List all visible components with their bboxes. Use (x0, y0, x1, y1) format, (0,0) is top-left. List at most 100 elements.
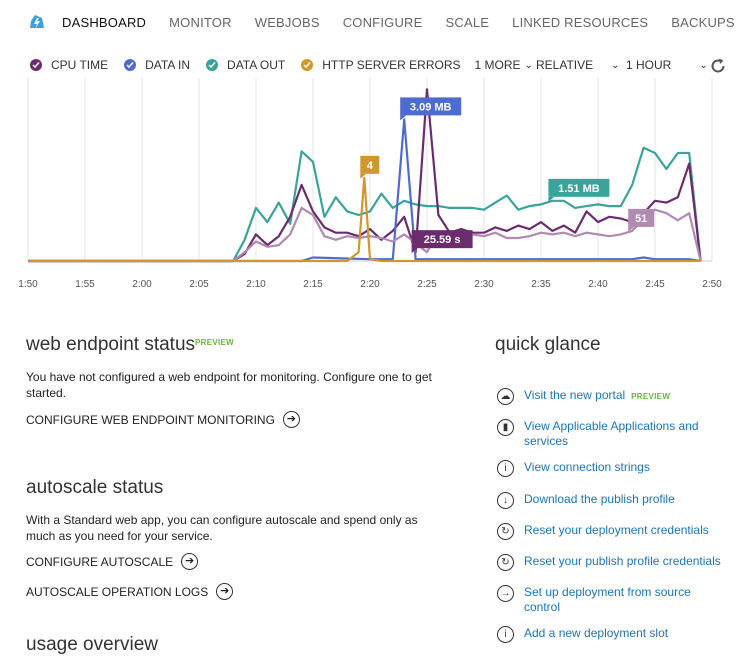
chevron-down-icon: ⌄ (699, 59, 708, 71)
quick-glance-item[interactable]: i Add a new deployment slot (497, 626, 668, 643)
configure-autoscale-label: CONFIGURE AUTOSCALE (26, 554, 174, 569)
autoscale-description: With a Standard web app, you can configu… (26, 513, 418, 543)
bag-icon: ▮ (497, 419, 514, 436)
metrics-chart: 1:50 1:55 2:00 2:05 2:10 2:15 2:20 2:25 2:30 2:35… (18, 78, 722, 290)
x-tick-label: 2:15 (303, 279, 323, 290)
usage-overview-heading: usage overview (26, 634, 159, 655)
configure-endpoint-link[interactable]: CONFIGURE WEB ENDPOINT MONITORING ➔ (26, 411, 300, 428)
callout-pointer (400, 115, 407, 121)
series-line-cpu-time (28, 88, 702, 263)
quick-glance-item[interactable]: ☁ Visit the new portal PREVIEW (497, 388, 670, 405)
legend-data-out[interactable]: DATA OUT (206, 58, 285, 72)
download-publish-profile-link[interactable]: Download the publish profile (524, 492, 675, 506)
quick-glance-item[interactable]: ▮ View Applicable Applications and servi… (497, 419, 727, 449)
preview-badge: PREVIEW (195, 338, 234, 347)
series-line-data-out (28, 146, 702, 263)
preview-badge: PREVIEW (631, 392, 671, 401)
series-line-http-server-errors (28, 176, 701, 263)
legend-http-server-errors[interactable]: HTTP SERVER ERRORS (301, 58, 461, 72)
x-tick-label: 2:10 (246, 279, 266, 290)
add-deployment-slot-link[interactable]: Add a new deployment slot (524, 626, 669, 640)
callout-box (411, 230, 473, 249)
quick-glance-heading: quick glance (495, 334, 601, 355)
callout-pointer (411, 248, 418, 254)
refresh-icon[interactable] (709, 57, 727, 75)
series-line-cpu-time-scaled- (28, 206, 702, 263)
legend-cpu-time[interactable]: CPU TIME (30, 58, 108, 72)
tab-webjobs[interactable]: WEBJOBS (254, 15, 320, 30)
tab-monitor[interactable]: MONITOR (169, 15, 232, 30)
legend-label: HTTP SERVER ERRORS (322, 58, 461, 72)
x-tick-label: 1:50 (18, 279, 38, 290)
chevron-down-icon: ⌄ (524, 59, 533, 71)
reset-icon: ↻ (497, 554, 514, 571)
time-range-dropdown[interactable]: 1 HOUR ⌄ (626, 58, 708, 72)
arrow-right-icon: → (497, 585, 514, 602)
arrow-right-icon: ➔ (282, 411, 300, 428)
azure-websites-logo-icon (30, 15, 44, 29)
checkmark-icon (206, 59, 219, 71)
relative-dropdown[interactable]: RELATIVE ⌄ (536, 58, 620, 72)
callout-label: 51 (635, 213, 647, 225)
chart-legend: CPU TIME DATA IN DATA OUT HTTP SERVER ER… (30, 58, 533, 72)
quick-glance-item[interactable]: ↻ Reset your deployment credentials (497, 523, 709, 540)
endpoint-description: You have not configured a web endpoint f… (26, 370, 432, 400)
legend-label: DATA IN (145, 58, 191, 72)
x-tick-label: 2:35 (531, 279, 551, 290)
callout-pointer (548, 196, 555, 202)
x-tick-label: 1:55 (75, 279, 95, 290)
download-icon: ↓ (497, 492, 514, 509)
view-connection-strings-link[interactable]: View connection strings (524, 460, 650, 474)
callout-pointer (628, 226, 635, 232)
tab-scale[interactable]: SCALE (445, 15, 490, 30)
callout-label: 1.51 MB (558, 183, 600, 195)
configure-autoscale-link[interactable]: CONFIGURE AUTOSCALE ➔ (26, 553, 199, 570)
tab-linked-resources[interactable]: LINKED RESOURCES (512, 15, 649, 30)
tab-dashboard[interactable]: DASHBOARD (62, 15, 147, 30)
checkmark-icon (301, 59, 314, 71)
more-label: 1 MORE (474, 58, 521, 72)
x-tick-label: 2:45 (645, 279, 665, 290)
cloud-icon: ☁ (497, 388, 514, 405)
reset-icon: ↻ (497, 523, 514, 540)
top-nav: DASHBOARD MONITOR WEBJOBS CONFIGURE SCAL… (62, 15, 745, 33)
setup-deployment-source-control-link[interactable]: Set up deployment from source control (524, 585, 691, 614)
callout-label: 3.09 MB (410, 101, 452, 113)
relative-label: RELATIVE (536, 58, 594, 72)
quick-glance-item[interactable]: → Set up deployment from source control (497, 585, 717, 615)
configure-endpoint-label: CONFIGURE WEB ENDPOINT MONITORING (26, 412, 275, 427)
legend-label: CPU TIME (51, 58, 109, 72)
visit-new-portal-link[interactable]: Visit the new portal (524, 388, 626, 402)
x-tick-label: 2:05 (189, 279, 209, 290)
reset-publish-profile-credentials-link[interactable]: Reset your publish profile credentials (524, 554, 721, 568)
quick-glance-item[interactable]: ↓ Download the publish profile (497, 492, 675, 509)
more-metrics-dropdown[interactable]: 1 MORE ⌄ (475, 58, 533, 72)
callout-pointer (360, 173, 367, 179)
time-range-label: 1 HOUR (626, 58, 672, 72)
x-tick-label: 2:40 (588, 279, 608, 290)
view-applicable-applications-link[interactable]: View Applicable Applications and service… (524, 419, 699, 448)
callout-box (628, 208, 655, 227)
reset-deployment-credentials-link[interactable]: Reset your deployment credentials (524, 523, 709, 537)
legend-data-in[interactable]: DATA IN (124, 58, 190, 72)
callout-box (400, 97, 462, 116)
x-tick-label: 2:50 (702, 279, 722, 290)
quick-glance-item[interactable]: i View connection strings (497, 460, 650, 477)
autoscale-operation-logs-link[interactable]: AUTOSCALE OPERATION LOGS ➔ (26, 583, 234, 600)
quick-glance-item[interactable]: ↻ Reset your publish profile credentials (497, 554, 721, 571)
x-tick-label: 2:30 (474, 279, 494, 290)
x-tick-label: 2:20 (360, 279, 380, 290)
arrow-right-icon: ➔ (216, 583, 234, 600)
arrow-right-icon: ➔ (181, 553, 199, 570)
callout-label: 4 (367, 160, 374, 172)
web-endpoint-status-heading: web endpoint status (26, 334, 196, 355)
info-icon: i (497, 626, 514, 643)
callout-box (360, 155, 380, 174)
checkmark-icon (124, 59, 137, 71)
tab-backups[interactable]: BACKUPS (671, 15, 735, 30)
legend-label: DATA OUT (227, 58, 286, 72)
tab-configure[interactable]: CONFIGURE (342, 15, 423, 30)
callout-label: 25.59 s (424, 234, 461, 246)
checkmark-icon (30, 59, 42, 71)
autoscale-logs-label: AUTOSCALE OPERATION LOGS (26, 584, 209, 599)
